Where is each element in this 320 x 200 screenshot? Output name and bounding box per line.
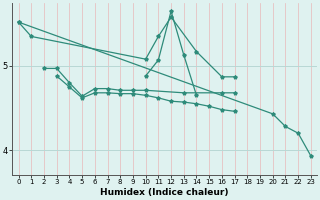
X-axis label: Humidex (Indice chaleur): Humidex (Indice chaleur) [100,188,229,197]
